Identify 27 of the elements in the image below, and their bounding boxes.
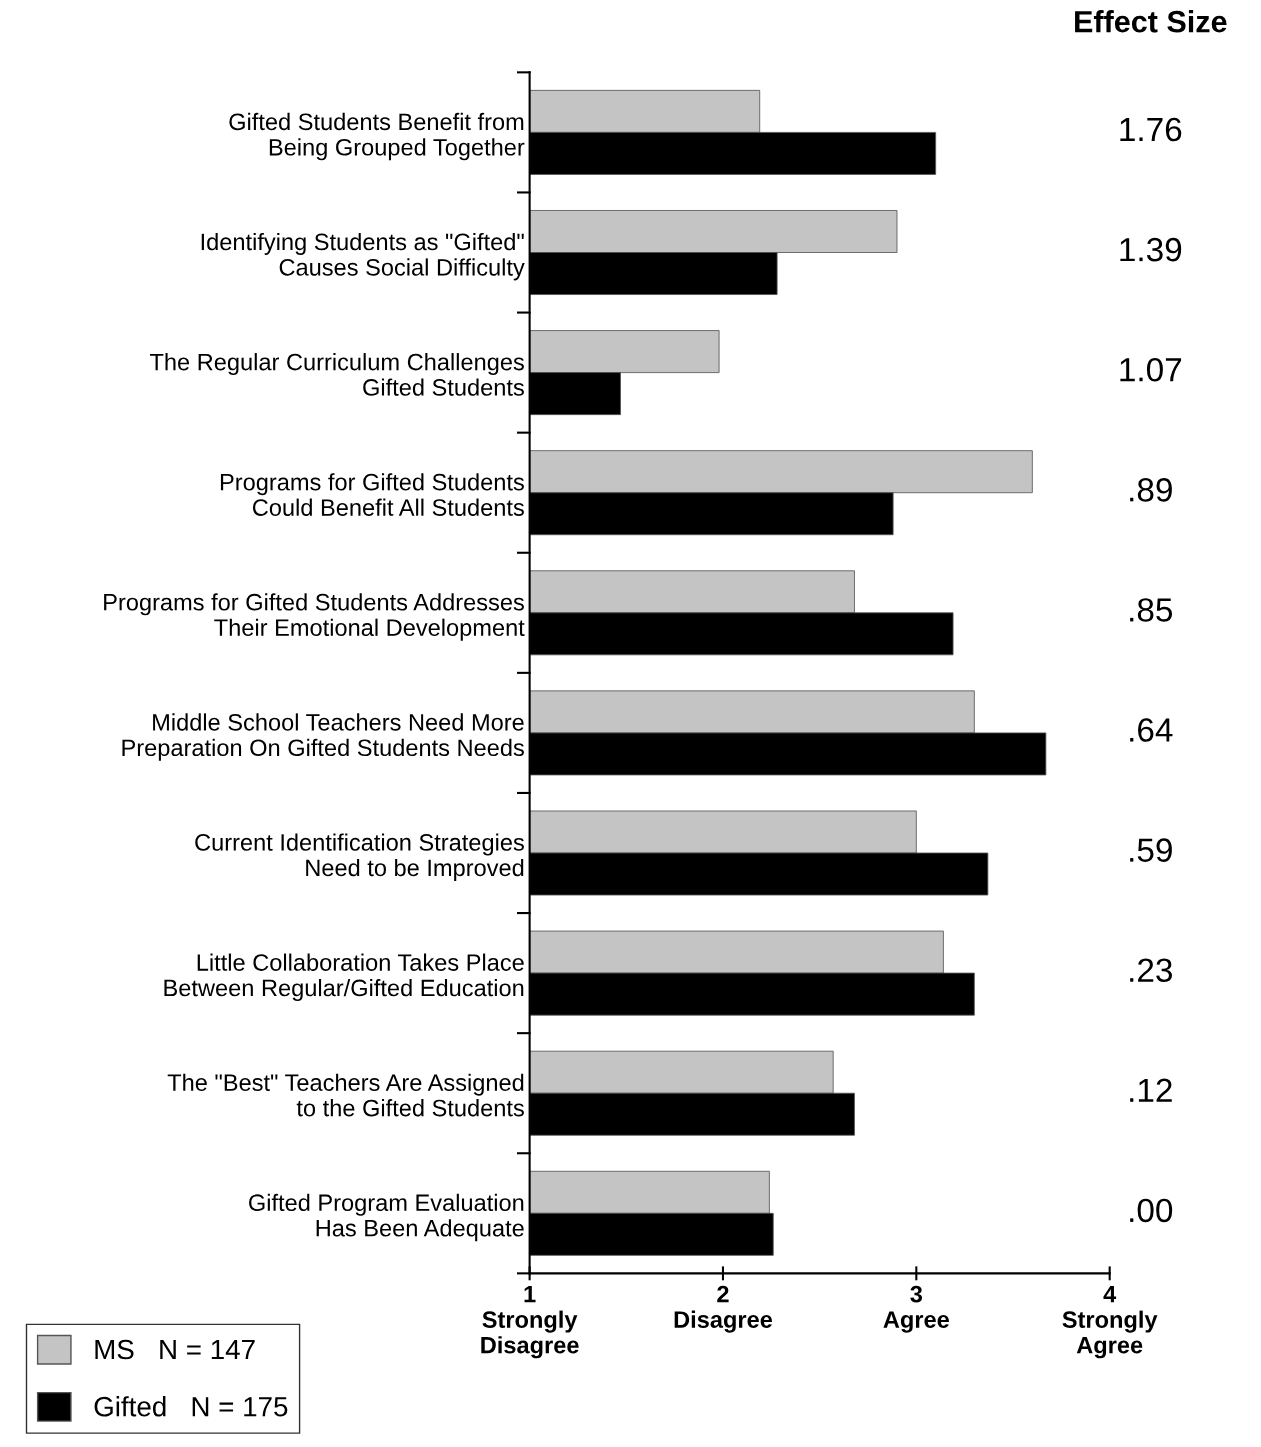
y-tick-label: Gifted Program Evaluation Has Been Adequate (249, 1193, 524, 1242)
x-tick-label: 2 Disagree (674, 1285, 773, 1333)
text: .23 (1130, 958, 1172, 983)
x-tick-label: 3 Agree (883, 1285, 949, 1333)
text: .89 (1130, 478, 1172, 502)
y-tick-label: The Regular Curriculum Challenges Gifted Students (149, 353, 524, 396)
y-tick-label: Gifted Students Benefit from Being Grouped Together (229, 112, 525, 161)
y-tick-label: Identifying Students as "Gifted" Causes Social Difficulty (201, 232, 525, 281)
y-tick-label: Little Collaboration Takes Place Between Regular/Gifted Education (164, 953, 524, 1001)
y-tick-label: Middle School Teachers Need More Preparation On Gifted Students Needs (122, 713, 524, 761)
x-tick-label: 1 Strongly Disagree (481, 1286, 579, 1359)
y-tick-label: Programs for Gifted Students Could Benefit All Students (220, 473, 524, 516)
text: 1.76 (1120, 117, 1182, 142)
y-tick-label: Programs for Gifted Students Addresses Their Emotional Development (104, 593, 525, 641)
text: 1.39 (1120, 237, 1182, 262)
text: .00 (1130, 1198, 1173, 1223)
y-tick-label: The "Best" Teachers Are Assigned to the Gifted Students (167, 1073, 524, 1117)
x-tick-label: 4 Strongly Agree (1062, 1286, 1158, 1359)
text: .85 (1130, 598, 1173, 622)
text: 1.07 (1120, 357, 1182, 382)
text: .59 (1130, 838, 1172, 862)
legend-label: Gifted N = 175 (94, 1396, 288, 1417)
text: Effect Size (1075, 10, 1227, 33)
text: .12 (1130, 1078, 1172, 1102)
y-tick-label: Current Identification Strategies Need to be Improved (195, 833, 524, 881)
text: .64 (1130, 718, 1173, 742)
legend-label: MS N = 147 (95, 1339, 255, 1360)
